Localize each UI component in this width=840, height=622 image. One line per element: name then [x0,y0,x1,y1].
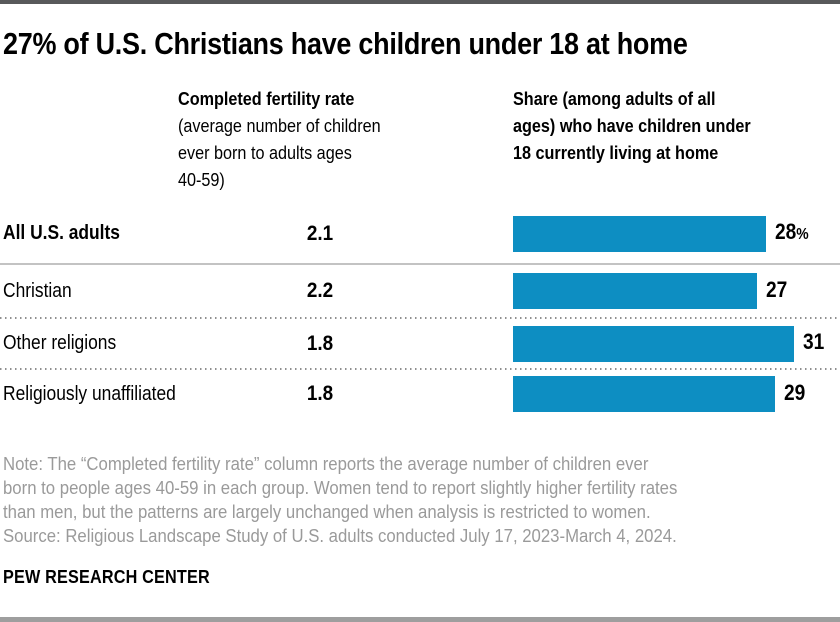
row-label: Religiously unaffiliated [3,382,176,405]
row-label: Other religions [3,332,117,354]
share-column-header: Share (among adults of all ages) who hav… [513,86,777,167]
share-header-line: ages) who have children under [513,116,751,136]
fertility-header-line: 40-59) [178,170,225,190]
bar-cell: 27 [513,272,791,311]
share-bar [513,215,767,252]
fertility-value: 2.1 [306,221,333,245]
bar-cell: 29 [513,375,809,414]
bar-cell: 31 [513,324,827,363]
table-row: Other religions 1.8 31 [0,319,840,368]
chart-container: 27% of U.S. Christians have children und… [0,4,840,588]
source-line: Source: Religious Landscape Study of U.S… [3,526,677,546]
share-header-line: Share (among adults of all [513,89,716,109]
bottom-rule [0,617,840,622]
share-value: 27 [766,276,788,302]
share-value: 31 [802,329,824,354]
brand-footer: PEW RESEARCH CENTER [3,567,210,587]
share-bar [513,273,758,309]
share-bar [513,376,776,412]
note-text: Note: The “Completed fertility rate” col… [3,452,840,548]
fertility-column-header: Completed fertility rate (average number… [178,86,403,194]
fertility-header-line: Completed fertility rate [178,89,355,109]
table-row: Christian 2.2 27 [0,265,840,317]
row-separator-dotted [0,368,840,370]
chart-title-text: 27% of U.S. Christians have children und… [3,26,688,61]
fertility-value: 2.2 [306,279,333,302]
bar-cell: 28% [513,214,814,253]
row-label: Christian [3,279,72,302]
column-headers: Completed fertility rate (average number… [0,86,840,204]
table-row: All U.S. adults 2.1 28% [0,204,840,263]
note-line: born to people ages 40-59 in each group.… [3,478,678,498]
note-line: than men, but the patterns are largely u… [3,502,651,522]
table-row: Religiously unaffiliated 1.8 29 [0,370,840,418]
share-value: 28% [775,219,810,244]
fertility-value: 1.8 [306,331,333,355]
share-value: 29 [784,379,806,405]
fertility-header-line: ever born to adults ages [178,143,352,163]
top-rule [0,0,840,4]
share-header-line: 18 currently living at home [513,143,719,163]
row-separator-solid [0,263,840,265]
row-separator-dotted [0,317,840,319]
chart-title: 27% of U.S. Christians have children und… [3,26,840,62]
note-line: Note: The “Completed fertility rate” col… [3,454,649,474]
fertility-value: 1.8 [306,382,333,405]
row-label: All U.S. adults [3,222,120,244]
share-bar [513,325,794,362]
chart-rows: All U.S. adults 2.1 28% Christian 2.2 27… [0,204,840,418]
fertility-header-line: (average number of children [178,116,381,136]
percent-sign: % [796,226,810,243]
